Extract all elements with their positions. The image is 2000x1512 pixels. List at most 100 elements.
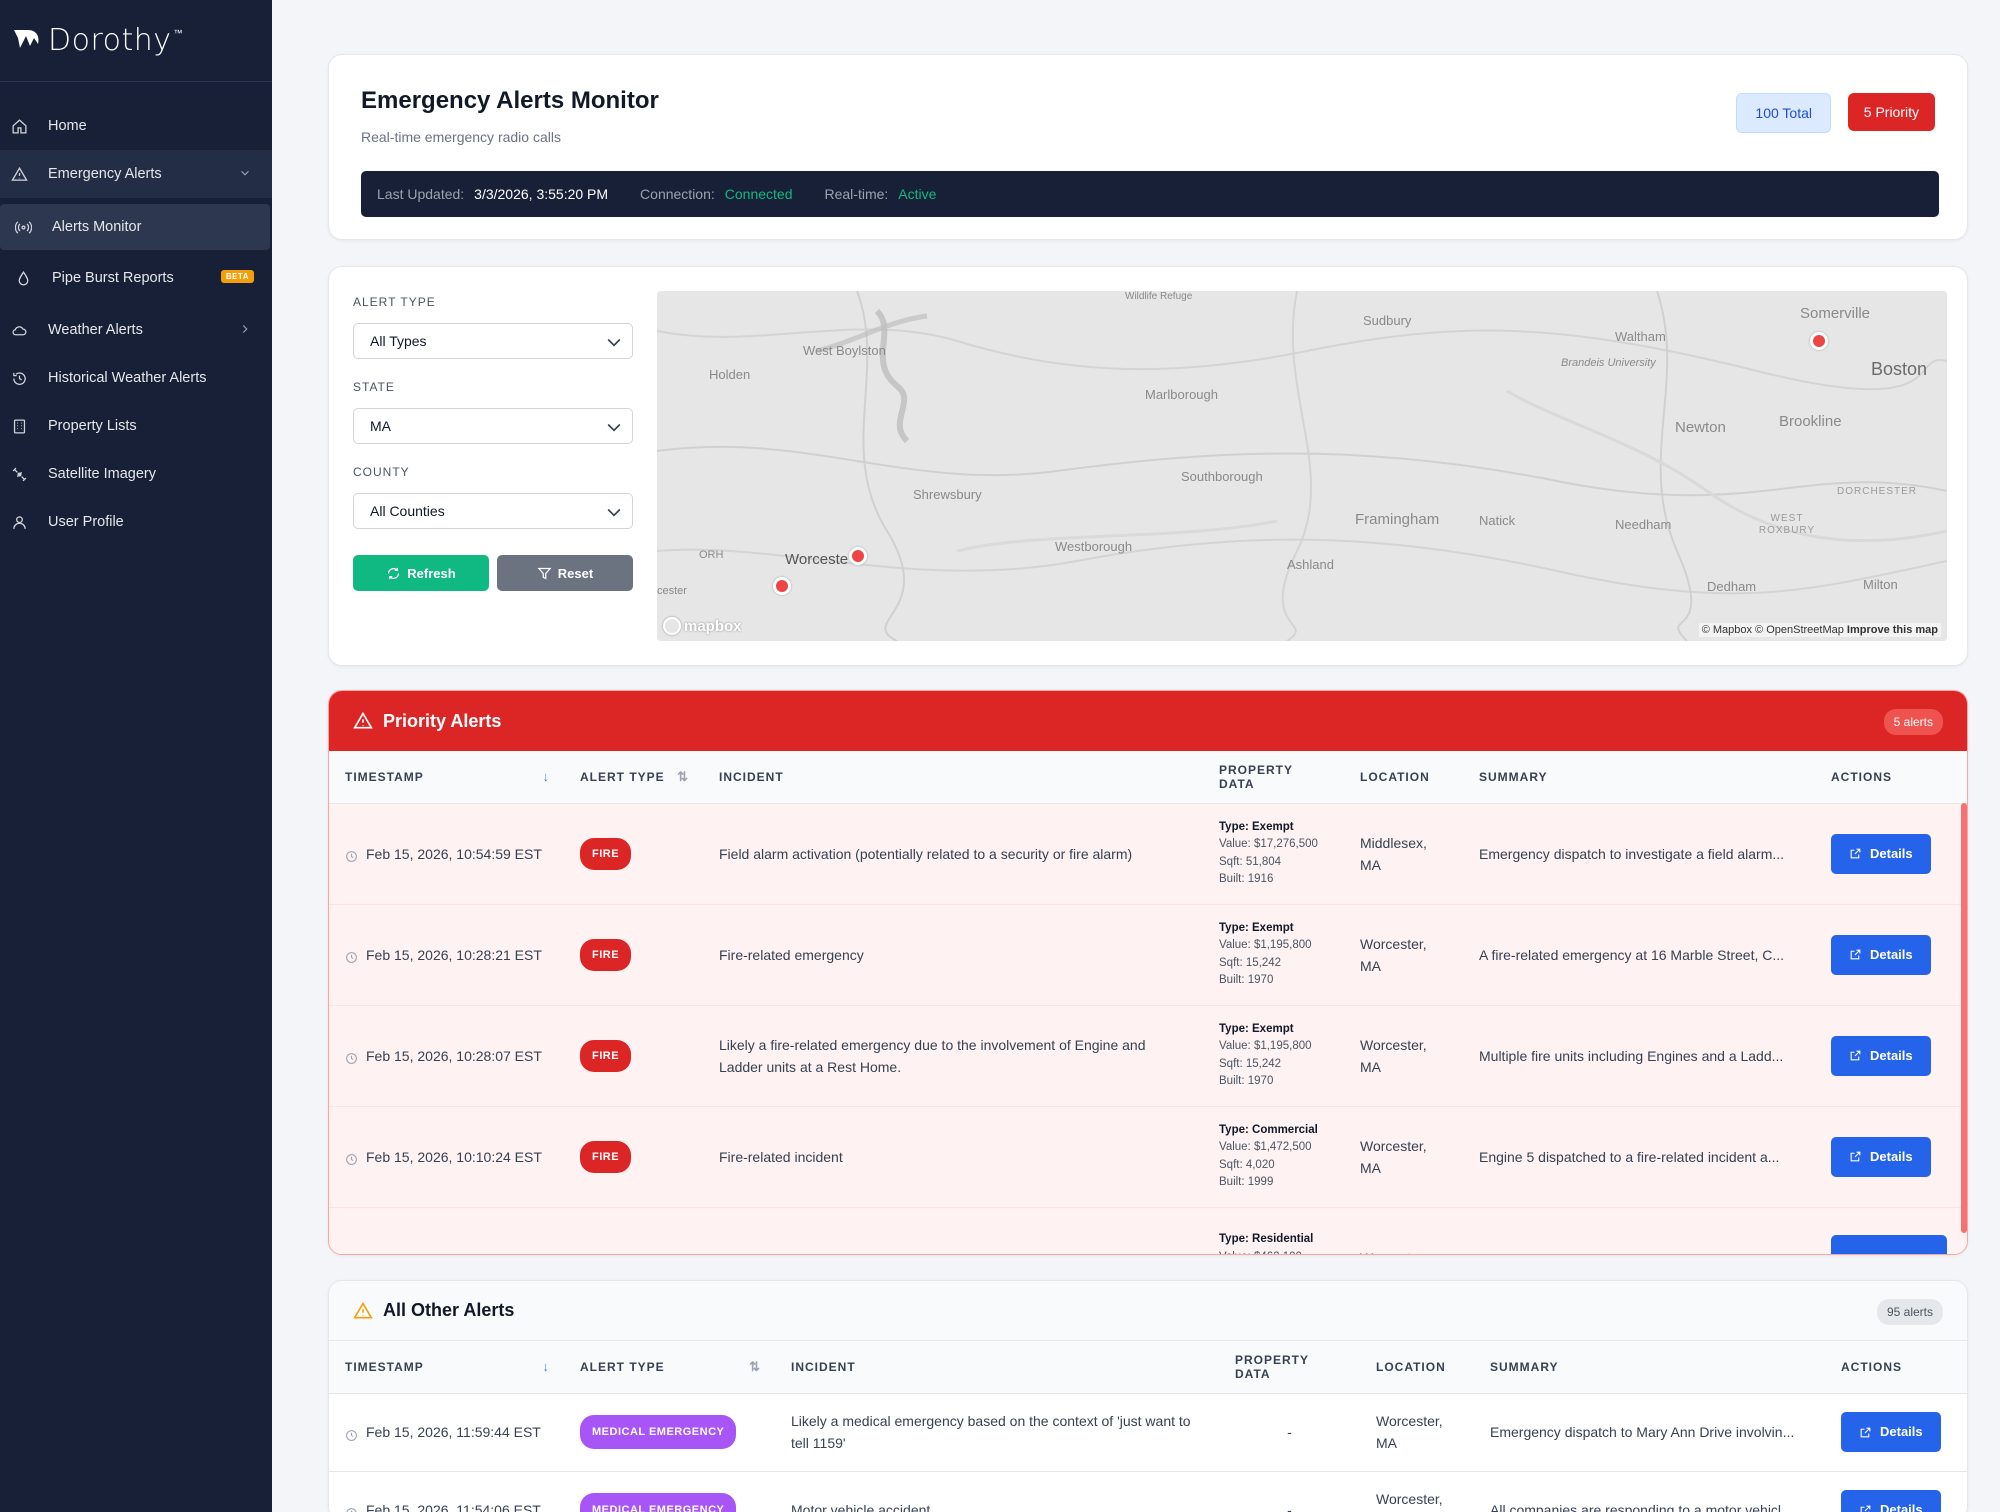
- location-line1: Worcester,: [1376, 1413, 1443, 1429]
- details-button[interactable]: Details: [1831, 1035, 1931, 1076]
- brand[interactable]: Dorothy ™: [0, 0, 272, 82]
- refresh-button[interactable]: Refresh: [353, 555, 489, 591]
- column-header-alert-type[interactable]: ALERT TYPE ⇅: [564, 1341, 775, 1394]
- reset-button[interactable]: Reset: [497, 555, 633, 591]
- timestamp-text: Feb 15, 2026, 11:54:06 EST: [366, 1502, 541, 1512]
- property-cell: Type: Exempt Value: $17,276,500 Sqft: 51,8…: [1203, 803, 1344, 905]
- timestamp-text: Feb 15, 2026, 11:59:44 EST: [366, 1424, 541, 1440]
- sidebar-item-label: User Profile: [48, 514, 124, 530]
- location-line2: MA: [1376, 1435, 1397, 1451]
- clock-icon: [345, 1150, 358, 1165]
- mapbox-icon: [663, 617, 681, 635]
- sidebar-item-pipe-burst[interactable]: Pipe Burst Reports BETA: [0, 250, 272, 306]
- history-icon: [10, 369, 28, 387]
- table-row: Feb 15, 2026, 11:59:44 EST MEDICAL EMERGE…: [329, 1393, 1967, 1472]
- location-line2: MA: [1360, 1058, 1381, 1075]
- details-button[interactable]: [1831, 1234, 1947, 1254]
- map-label: WEST ROXBURY: [1758, 513, 1816, 536]
- alert-type-cell: FIRE: [564, 803, 703, 905]
- sidebar-item-alerts-monitor[interactable]: Alerts Monitor: [0, 204, 270, 250]
- map-marker[interactable]: [773, 577, 791, 595]
- map-label: Worceste: [785, 551, 849, 568]
- alert-type-badge: MEDICAL EMERGENCY: [580, 1415, 737, 1449]
- table-row: Feb 15, 2026, 10:28:07 EST FIRE Likely a f…: [329, 1005, 1967, 1107]
- location-line1: Worcester,: [1360, 935, 1427, 952]
- other-alerts-body: Feb 15, 2026, 11:59:44 EST MEDICAL EMERGE…: [329, 1393, 1967, 1512]
- sidebar: Dorothy ™ Home Emergency Alerts Alerts M…: [0, 0, 272, 1512]
- page-title: Emergency Alerts Monitor: [361, 87, 659, 114]
- sidebar-item-weather-alerts[interactable]: Weather Alerts: [0, 306, 272, 354]
- actions-cell: Details: [1815, 1106, 1967, 1208]
- column-header-summary: SUMMARY: [1463, 751, 1815, 804]
- mapbox-logo[interactable]: mapbox: [663, 617, 742, 635]
- timestamp-text: Feb 15, 2026, 10:54:59 EST: [366, 845, 542, 862]
- property-built: Built: 1970: [1219, 974, 1274, 986]
- map-marker[interactable]: [849, 547, 867, 565]
- alert-type-badge: MEDICAL EMERGENCY: [580, 1493, 737, 1512]
- column-header-alert-type[interactable]: ALERT TYPE ⇅: [564, 751, 703, 804]
- actions-cell: Details: [1825, 1471, 1967, 1512]
- incident-cell: Motor vehicle accident: [775, 1471, 1219, 1512]
- column-header-location: LOCATION: [1360, 1341, 1474, 1394]
- state-select[interactable]: MA: [353, 408, 633, 444]
- column-header-timestamp[interactable]: TIMESTAMP ↓: [329, 1341, 564, 1394]
- table-row: Type: Residential Value: $462,100 Worceste…: [329, 1207, 1967, 1255]
- priority-count-badge: 5 alerts: [1883, 709, 1943, 735]
- emergency-alerts-submenu: Alerts Monitor Pipe Burst Reports BETA: [0, 204, 272, 306]
- column-header-timestamp[interactable]: TIMESTAMP ↓: [329, 751, 564, 804]
- column-header-property: PROPERTY DATA: [1219, 1341, 1360, 1394]
- external-link-icon: [1850, 1151, 1861, 1162]
- page-subtitle: Real-time emergency radio calls: [361, 129, 561, 145]
- property-cell: Type: Commercial Value: $1,472,500 Sqft: 4…: [1203, 1106, 1344, 1208]
- details-button[interactable]: Details: [1841, 1490, 1941, 1512]
- map-label: Boston: [1871, 359, 1928, 379]
- location-line1: Worcester,: [1360, 1250, 1427, 1255]
- header-card: Emergency Alerts Monitor Real-time emerg…: [328, 54, 1968, 240]
- alert-type-label: ALERT TYPE: [353, 295, 436, 309]
- incident-cell: Fire-related emergency: [703, 904, 1203, 1006]
- improve-map-link[interactable]: Improve this map: [1846, 624, 1938, 636]
- map-label: Needham: [1615, 517, 1672, 532]
- property-cell: Type: Exempt Value: $1,195,800 Sqft: 15,24…: [1203, 904, 1344, 1006]
- table-header-row: TIMESTAMP ↓ ALERT TYPE ⇅ INCIDENT PROPERTY…: [329, 1341, 1967, 1394]
- alert-type-badge: FIRE: [580, 938, 632, 971]
- sidebar-item-satellite[interactable]: Satellite Imagery: [0, 450, 272, 498]
- sidebar-item-home[interactable]: Home: [0, 102, 272, 150]
- map-label: West Boylston: [803, 343, 886, 358]
- map-label: Dedham: [1707, 579, 1757, 594]
- property-type: Type: Commercial: [1219, 1123, 1318, 1136]
- connection-status: Connected: [724, 186, 793, 202]
- priority-alerts-header: Priority Alerts 5 alerts: [329, 691, 1967, 751]
- clock-icon: [345, 1504, 358, 1512]
- county-select[interactable]: All Counties: [353, 493, 633, 529]
- column-header-location: LOCATION: [1344, 751, 1463, 804]
- scrollbar[interactable]: [1961, 803, 1967, 1233]
- timestamp-text: Feb 15, 2026, 10:28:07 EST: [366, 1047, 542, 1064]
- sidebar-item-historical-weather[interactable]: Historical Weather Alerts: [0, 354, 272, 402]
- alerts-map[interactable]: Wildlife Refuge Sudbury Somerville Walth…: [657, 291, 1947, 641]
- property-sqft: Sqft: 4,020: [1219, 1158, 1275, 1171]
- warning-triangle-icon: [353, 1301, 373, 1318]
- sidebar-item-emergency-alerts[interactable]: Emergency Alerts: [0, 150, 272, 198]
- details-button[interactable]: Details: [1841, 1412, 1941, 1452]
- location-cell: Middlesex, MA: [1344, 803, 1463, 905]
- timestamp-cell: [329, 1207, 564, 1254]
- alert-type-select[interactable]: All Types: [353, 323, 633, 359]
- sidebar-item-property-lists[interactable]: Property Lists: [0, 402, 272, 450]
- actions-cell: Details: [1825, 1393, 1967, 1472]
- details-button[interactable]: Details: [1831, 833, 1931, 874]
- table-row: Feb 15, 2026, 10:10:24 EST FIRE Fire-relat…: [329, 1106, 1967, 1208]
- map-marker[interactable]: [1810, 332, 1828, 350]
- refresh-icon: [388, 567, 400, 579]
- timestamp-cell: Feb 15, 2026, 10:28:07 EST: [329, 1005, 564, 1107]
- details-button[interactable]: Details: [1831, 1136, 1931, 1177]
- map-attribution-text[interactable]: © Mapbox © OpenStreetMap: [1701, 624, 1844, 636]
- state-value: MA: [370, 418, 391, 434]
- sidebar-item-user-profile[interactable]: User Profile: [0, 498, 272, 546]
- map-label: Natick: [1479, 513, 1516, 528]
- property-value: Value: $1,472,500: [1219, 1141, 1312, 1153]
- location-line1: Worcester,: [1360, 1036, 1427, 1053]
- priority-alerts-card: Priority Alerts 5 alerts TIMESTAMP ↓ ALER…: [328, 690, 1968, 1255]
- details-button[interactable]: Details: [1831, 934, 1931, 975]
- location-line1: Middlesex,: [1360, 834, 1427, 851]
